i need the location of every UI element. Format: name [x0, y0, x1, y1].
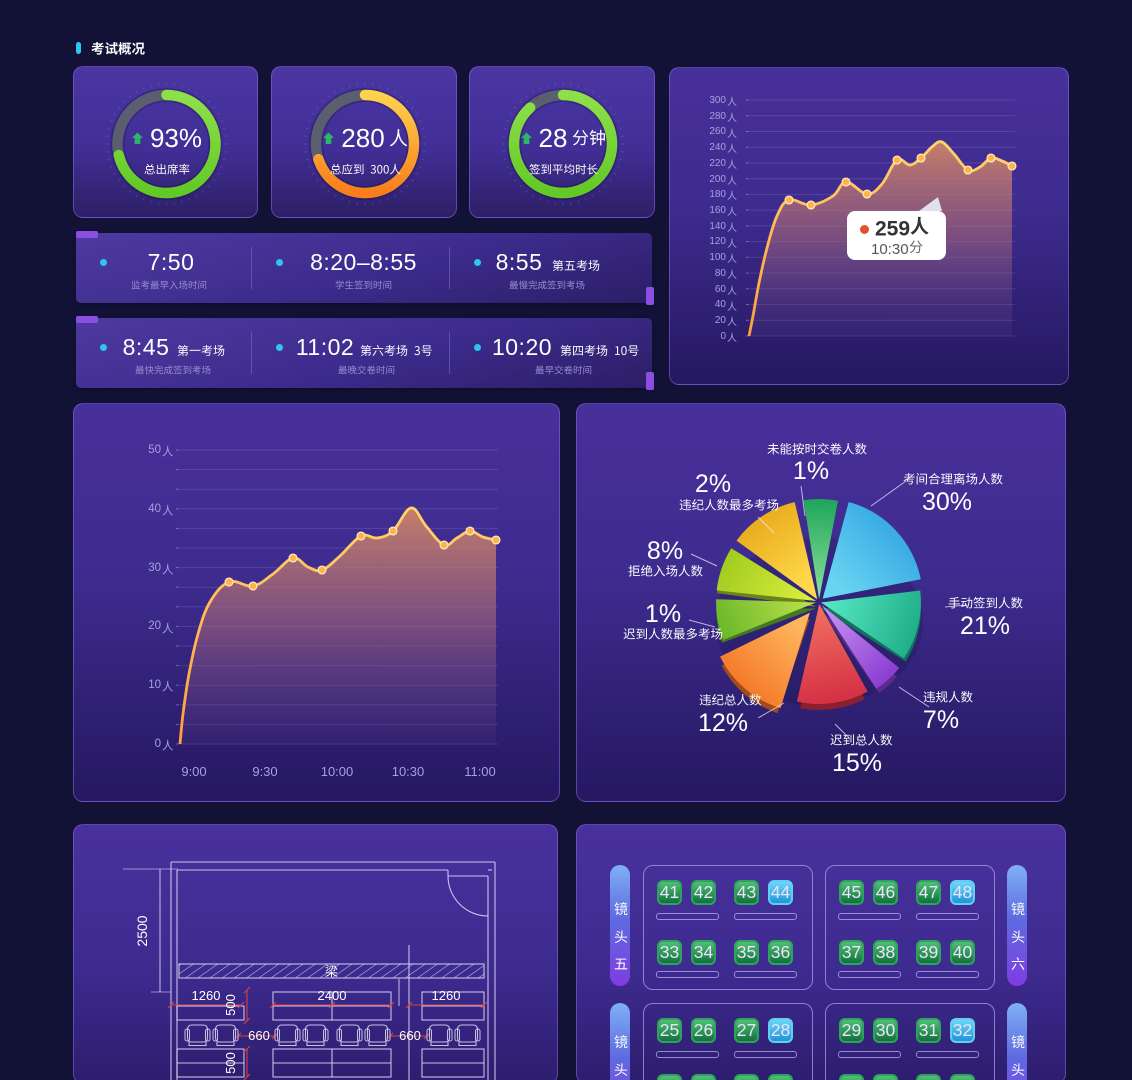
svg-text:2500: 2500: [134, 915, 150, 946]
svg-text:1260: 1260: [432, 988, 461, 1003]
svg-text:1260: 1260: [192, 988, 221, 1003]
svg-text:660: 660: [248, 1028, 270, 1043]
svg-text:500: 500: [223, 994, 238, 1016]
svg-text:500: 500: [223, 1052, 238, 1074]
svg-text:2400: 2400: [318, 988, 347, 1003]
svg-text:660: 660: [399, 1028, 421, 1043]
